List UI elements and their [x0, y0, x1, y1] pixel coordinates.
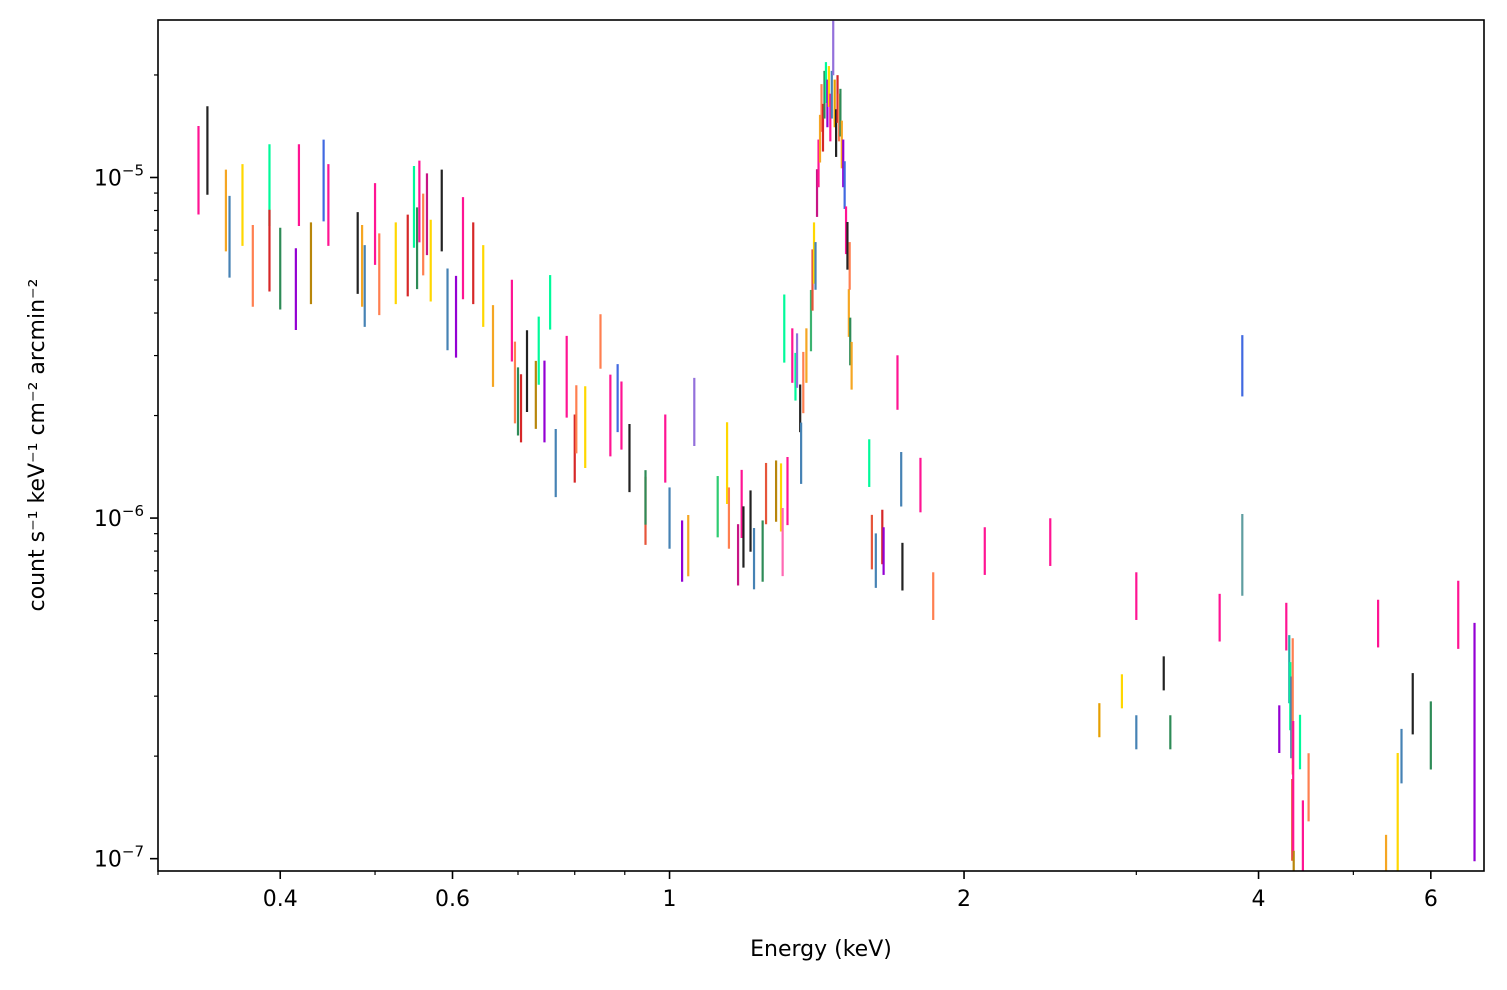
x-tick-label: 1 [663, 887, 677, 912]
x-axis: 0.4 0.6 1 2 4 6 [157, 871, 1438, 912]
error-bars [197, 20, 1476, 871]
y-axis: 10−7 10−6 10−5 [94, 74, 158, 873]
x-tick-label: 6 [1424, 887, 1438, 912]
x-tick-label: 4 [1252, 887, 1266, 912]
plot-frame [157, 19, 1485, 872]
x-tick-label: 0.6 [435, 887, 470, 912]
x-axis-label: Energy (keV) [750, 937, 892, 962]
y-axis-label: count s⁻¹ keV⁻¹ cm⁻² arcmin⁻² [25, 279, 50, 612]
x-tick-label: 2 [957, 887, 971, 912]
y-tick-label: 10−6 [94, 502, 144, 532]
y-tick-label: 10−7 [94, 843, 144, 873]
y-tick-label: 10−5 [94, 161, 144, 191]
x-tick-label: 0.4 [263, 887, 298, 912]
